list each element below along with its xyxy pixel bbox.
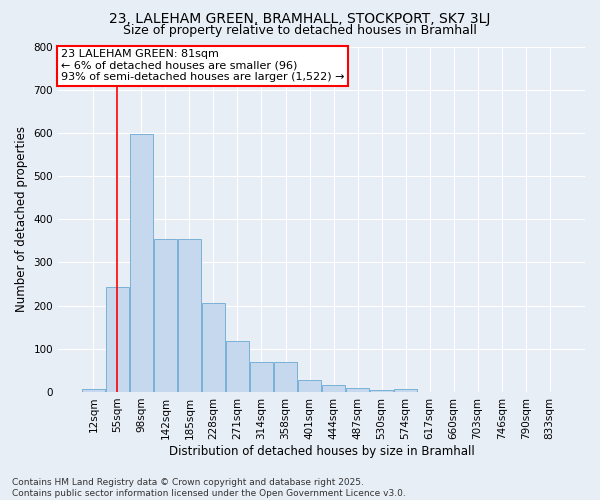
- Text: 23 LALEHAM GREEN: 81sqm
← 6% of detached houses are smaller (96)
93% of semi-det: 23 LALEHAM GREEN: 81sqm ← 6% of detached…: [61, 50, 344, 82]
- Text: 23, LALEHAM GREEN, BRAMHALL, STOCKPORT, SK7 3LJ: 23, LALEHAM GREEN, BRAMHALL, STOCKPORT, …: [109, 12, 491, 26]
- Bar: [82, 388, 105, 392]
- X-axis label: Distribution of detached houses by size in Bramhall: Distribution of detached houses by size …: [169, 444, 475, 458]
- Bar: [106, 287, 129, 392]
- Bar: [226, 342, 249, 392]
- Text: Size of property relative to detached houses in Bramhall: Size of property relative to detached ho…: [123, 24, 477, 37]
- Bar: [322, 386, 345, 392]
- Bar: [130, 134, 153, 392]
- Bar: [394, 388, 417, 392]
- Bar: [370, 390, 393, 392]
- Bar: [154, 238, 177, 392]
- Text: Contains HM Land Registry data © Crown copyright and database right 2025.
Contai: Contains HM Land Registry data © Crown c…: [12, 478, 406, 498]
- Bar: [298, 380, 321, 392]
- Bar: [346, 388, 369, 392]
- Bar: [178, 238, 201, 392]
- Bar: [250, 362, 273, 392]
- Y-axis label: Number of detached properties: Number of detached properties: [15, 126, 28, 312]
- Bar: [202, 304, 225, 392]
- Bar: [274, 362, 297, 392]
